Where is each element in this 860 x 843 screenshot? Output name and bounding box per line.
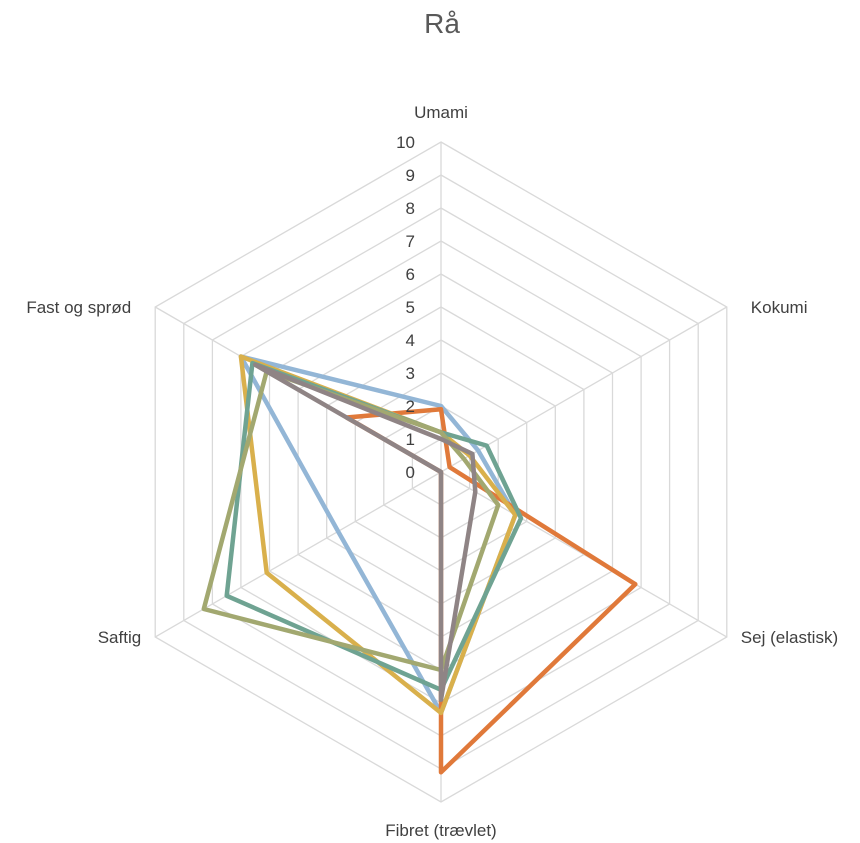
tick-labels: 0 1 2 3 4 5 6 7 8 9 10	[396, 133, 415, 482]
axis-labels: Umami Kokumi Sej (elastisk) Fibret (trævlet…	[26, 103, 838, 840]
axis-label-5: Saftig	[98, 628, 141, 647]
series-6-line	[252, 362, 478, 702]
tick-label-6: 6	[406, 265, 415, 284]
tick-label-10: 10	[396, 133, 415, 152]
tick-label-8: 8	[406, 199, 415, 218]
axis-label-1: Umami	[414, 103, 468, 122]
axis-label-3: Sej (elastisk)	[741, 628, 838, 647]
tick-label-4: 4	[406, 331, 415, 350]
axis-label-6: Fast og sprød	[26, 298, 131, 317]
spoke-3	[440, 471, 728, 638]
tick-label-3: 3	[406, 364, 415, 383]
tick-label-5: 5	[406, 298, 415, 317]
radar-series	[201, 354, 638, 775]
chart-title: Rå	[424, 8, 460, 39]
tick-label-2: 2	[406, 397, 415, 416]
axis-label-2: Kokumi	[751, 298, 808, 317]
tick-label-7: 7	[406, 232, 415, 251]
tick-label-0: 0	[406, 463, 415, 482]
axis-label-4: Fibret (trævlet)	[385, 821, 496, 840]
tick-label-1: 1	[406, 430, 415, 449]
series-3-line	[238, 354, 518, 716]
series-2-line	[344, 407, 638, 775]
tick-label-9: 9	[406, 166, 415, 185]
